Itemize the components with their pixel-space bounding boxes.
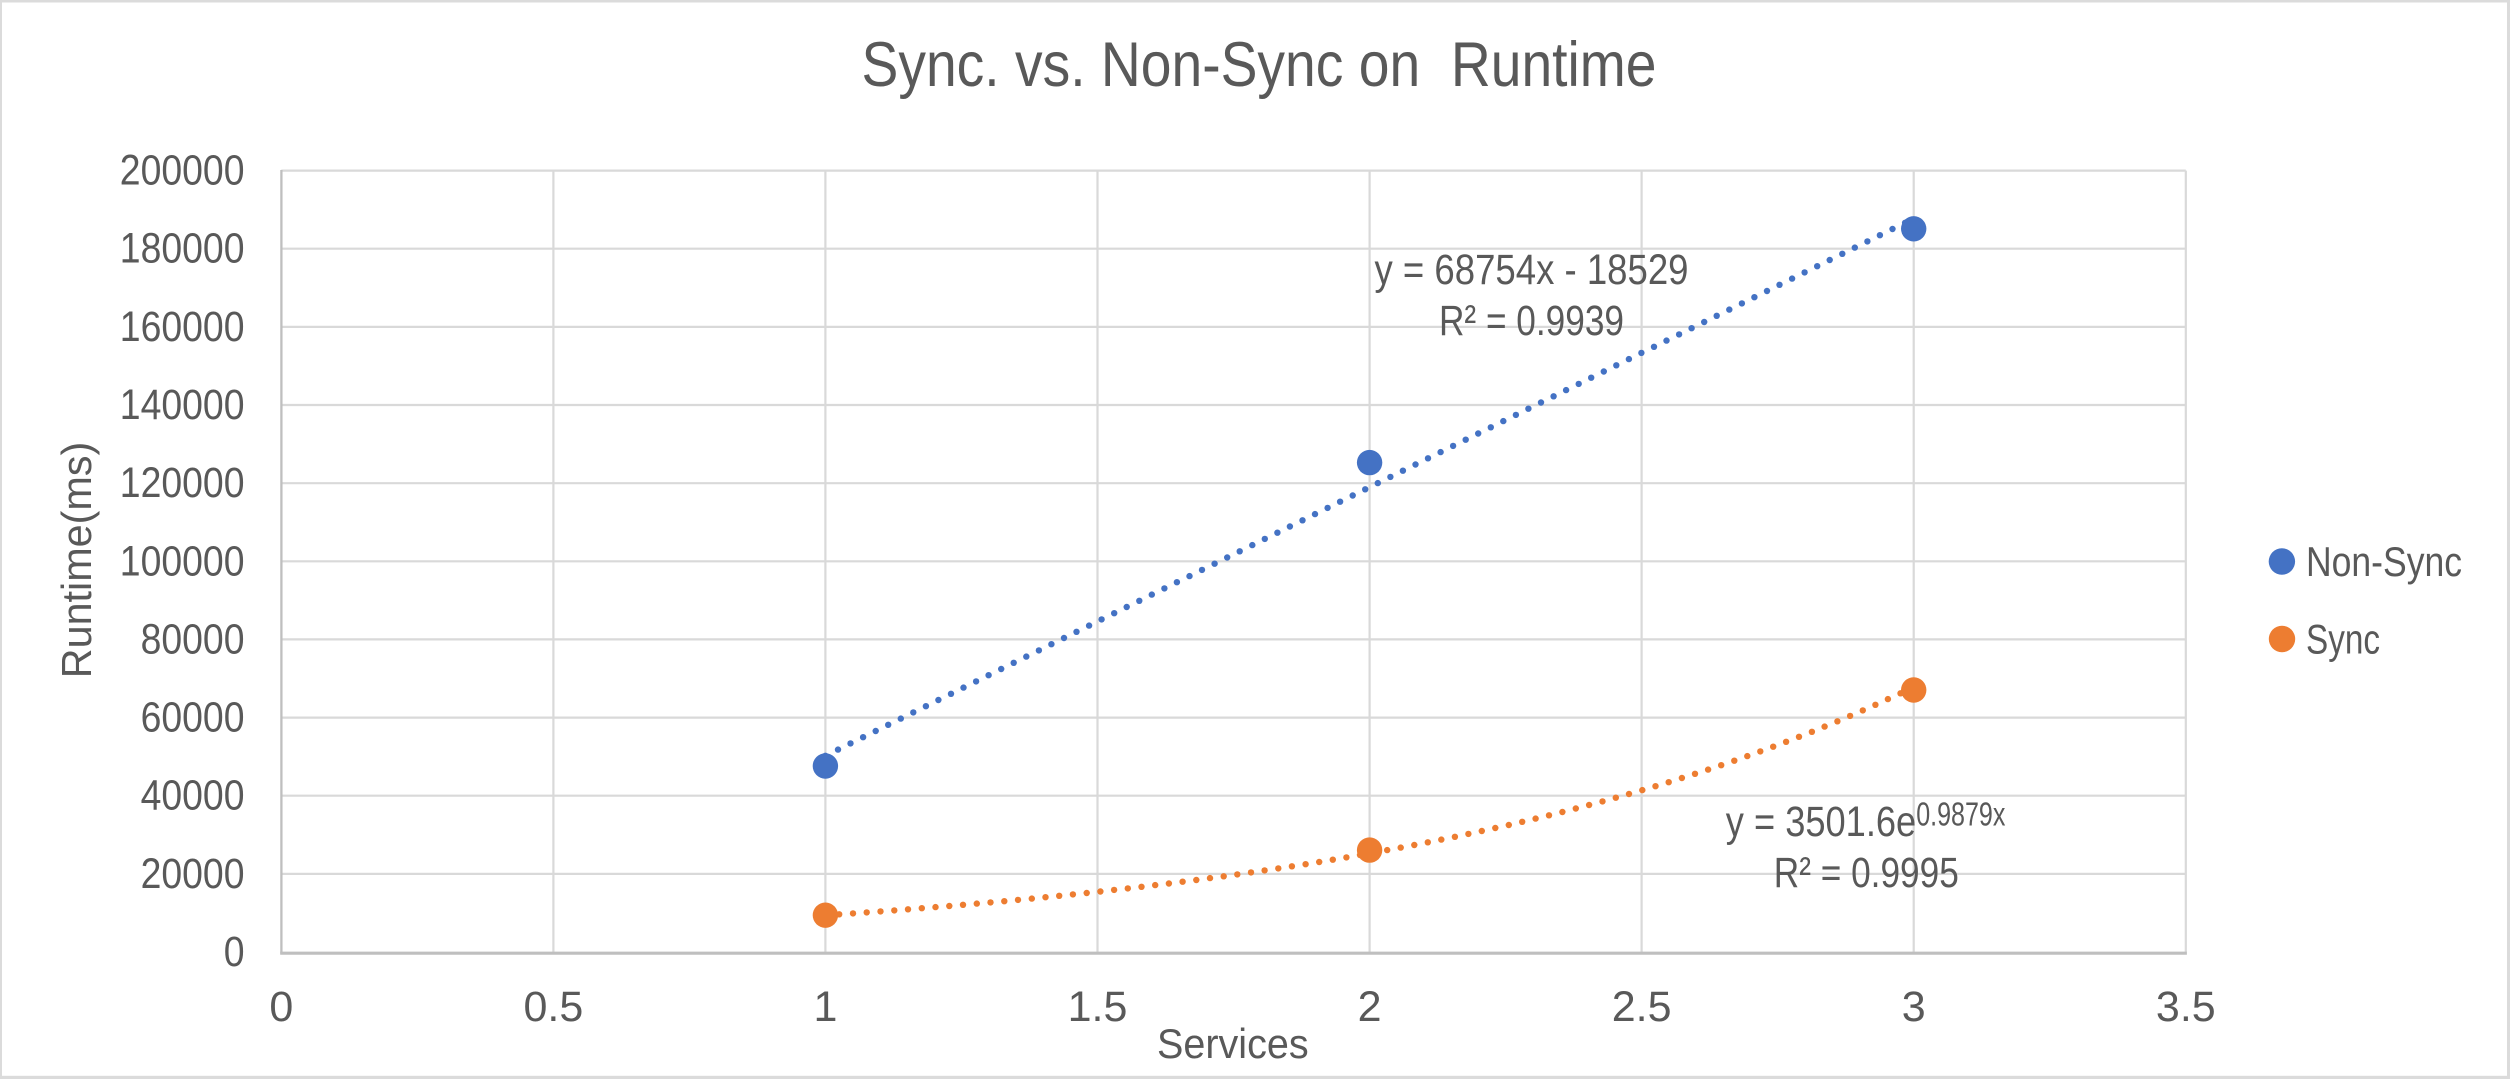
svg-text:120000: 120000 (120, 459, 245, 507)
svg-text:2.5: 2.5 (1612, 983, 1672, 1031)
svg-text:0: 0 (224, 928, 245, 976)
svg-text:3: 3 (1902, 983, 1926, 1031)
svg-text:R² = 0.9939: R² = 0.9939 (1439, 298, 1624, 345)
svg-text:Runtime(ms): Runtime(ms) (53, 442, 100, 679)
svg-text:180000: 180000 (120, 225, 245, 273)
svg-text:R² = 0.9995: R² = 0.9995 (1774, 850, 1959, 897)
svg-text:100000: 100000 (120, 537, 245, 585)
svg-text:160000: 160000 (120, 303, 245, 351)
svg-text:3.5: 3.5 (2156, 983, 2216, 1031)
svg-text:200000: 200000 (120, 147, 245, 195)
svg-text:20000: 20000 (141, 850, 245, 898)
svg-text:0.9879x: 0.9879x (1916, 796, 2006, 833)
svg-text:Sync. vs. Non-Sync on Runtime: Sync. vs. Non-Sync on Runtime (862, 30, 1657, 100)
svg-text:Non-Sync: Non-Sync (2306, 538, 2462, 585)
svg-text:1: 1 (813, 983, 837, 1031)
svg-text:y = 68754x - 18529: y = 68754x - 18529 (1375, 247, 1689, 294)
svg-text:40000: 40000 (141, 772, 245, 820)
svg-text:80000: 80000 (141, 615, 245, 663)
svg-text:140000: 140000 (120, 381, 245, 429)
svg-text:y = 3501.6e: y = 3501.6e (1726, 799, 1916, 846)
svg-text:1.5: 1.5 (1068, 983, 1128, 1031)
svg-text:Services: Services (1157, 1020, 1309, 1067)
svg-text:2: 2 (1358, 983, 1382, 1031)
svg-text:Sync: Sync (2306, 615, 2380, 662)
svg-text:0.5: 0.5 (524, 983, 584, 1031)
svg-text:0: 0 (269, 983, 293, 1031)
svg-text:60000: 60000 (141, 694, 245, 742)
